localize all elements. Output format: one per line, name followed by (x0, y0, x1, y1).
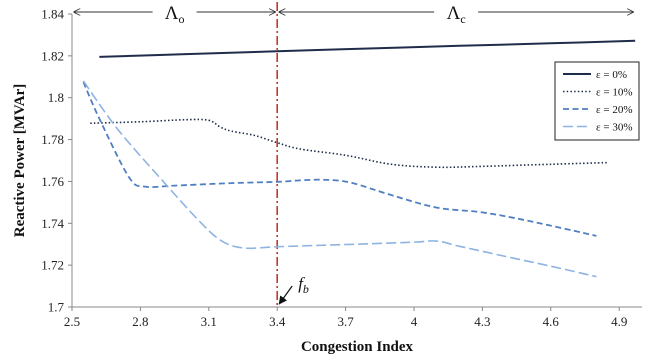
region-arrows: Λo Λc (74, 3, 633, 26)
fb-annotation: fb (278, 274, 309, 305)
y-tick-label: 1.72 (41, 258, 64, 273)
y-tick-label: 1.84 (41, 7, 64, 22)
legend-label-0: ε = 0% (596, 69, 627, 81)
x-tick-label: 4 (411, 314, 418, 329)
x-axis-title: Congestion Index (301, 339, 414, 355)
y-tick-label: 1.82 (41, 48, 64, 63)
axes (71, 14, 642, 308)
legend-label-3: ε = 30% (596, 122, 633, 134)
y-tick-label: 1.74 (41, 216, 64, 231)
x-tick-label: 4.3 (474, 314, 490, 329)
series-line-3 (82, 80, 597, 278)
series-line-2 (82, 81, 597, 237)
series-lines (82, 39, 636, 278)
legend-label-2: ε = 20% (596, 104, 633, 116)
legend: ε = 0% ε = 10% ε = 20% ε = 30% (554, 61, 640, 141)
x-tick-label: 3.4 (269, 314, 286, 329)
x-tick-label: 4.6 (543, 314, 560, 329)
region-right-label: Λc (447, 3, 466, 26)
series-line-0 (99, 39, 636, 58)
x-tick-label: 3.1 (201, 314, 217, 329)
x-tick-label: 4.9 (611, 314, 627, 329)
fb-arrow (278, 285, 293, 305)
y-axis-title: Reactive Power [MVAr] (12, 84, 28, 238)
y-tick-label: 1.8 (48, 90, 64, 105)
series-line-1 (90, 118, 608, 169)
x-tick-label: 3.7 (337, 314, 354, 329)
y-tick-label: 1.78 (41, 132, 64, 147)
region-left-label: Λo (165, 3, 185, 26)
x-tick-label: 2.5 (64, 314, 80, 329)
x-tick-label: 2.8 (132, 314, 148, 329)
y-axis-ticks: 1.7 1.72 1.74 1.76 1.78 1.8 1.82 1.84 (41, 7, 72, 315)
y-tick-label: 1.7 (48, 300, 65, 315)
legend-label-1: ε = 10% (596, 87, 633, 99)
fb-label: fb (298, 274, 309, 296)
y-tick-label: 1.76 (41, 174, 64, 189)
x-axis-ticks: 2.5 2.8 3.1 3.4 3.7 4 4.3 4.6 4.9 (64, 307, 627, 329)
